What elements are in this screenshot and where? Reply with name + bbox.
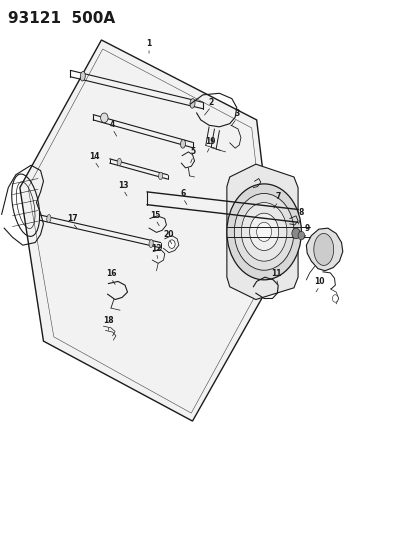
- Circle shape: [249, 213, 278, 251]
- Ellipse shape: [102, 114, 107, 123]
- Polygon shape: [20, 40, 275, 421]
- Text: 6: 6: [180, 189, 185, 198]
- Text: 14: 14: [89, 152, 100, 161]
- Text: 13: 13: [118, 181, 128, 190]
- Text: 20: 20: [163, 230, 174, 239]
- Text: 19: 19: [204, 137, 215, 146]
- Text: 8: 8: [298, 208, 303, 217]
- Ellipse shape: [80, 71, 85, 81]
- Ellipse shape: [190, 99, 195, 108]
- Text: 17: 17: [67, 214, 78, 223]
- Ellipse shape: [47, 215, 51, 222]
- Circle shape: [291, 228, 299, 239]
- Text: 93121  500A: 93121 500A: [8, 11, 115, 26]
- Circle shape: [100, 113, 108, 123]
- Circle shape: [226, 184, 301, 280]
- Text: 10: 10: [313, 277, 324, 286]
- Text: 5: 5: [190, 147, 195, 156]
- Polygon shape: [226, 164, 297, 300]
- Circle shape: [297, 231, 304, 240]
- Circle shape: [256, 222, 271, 241]
- Text: 1: 1: [146, 39, 151, 48]
- Circle shape: [168, 240, 175, 248]
- Circle shape: [241, 203, 286, 261]
- Text: 4: 4: [110, 120, 115, 129]
- Ellipse shape: [158, 172, 162, 180]
- Text: 15: 15: [150, 211, 161, 220]
- Text: 9: 9: [304, 224, 309, 233]
- Ellipse shape: [117, 158, 121, 166]
- Text: 3: 3: [234, 109, 239, 118]
- Text: 12: 12: [151, 244, 161, 253]
- Text: 2: 2: [208, 98, 213, 107]
- Ellipse shape: [313, 233, 333, 265]
- Circle shape: [332, 295, 337, 302]
- Text: 18: 18: [103, 316, 114, 325]
- Polygon shape: [306, 228, 342, 271]
- Text: 11: 11: [271, 269, 281, 278]
- Ellipse shape: [180, 140, 185, 148]
- Text: 7: 7: [275, 192, 280, 201]
- Ellipse shape: [149, 240, 153, 247]
- Circle shape: [234, 193, 293, 270]
- Text: 16: 16: [105, 269, 116, 278]
